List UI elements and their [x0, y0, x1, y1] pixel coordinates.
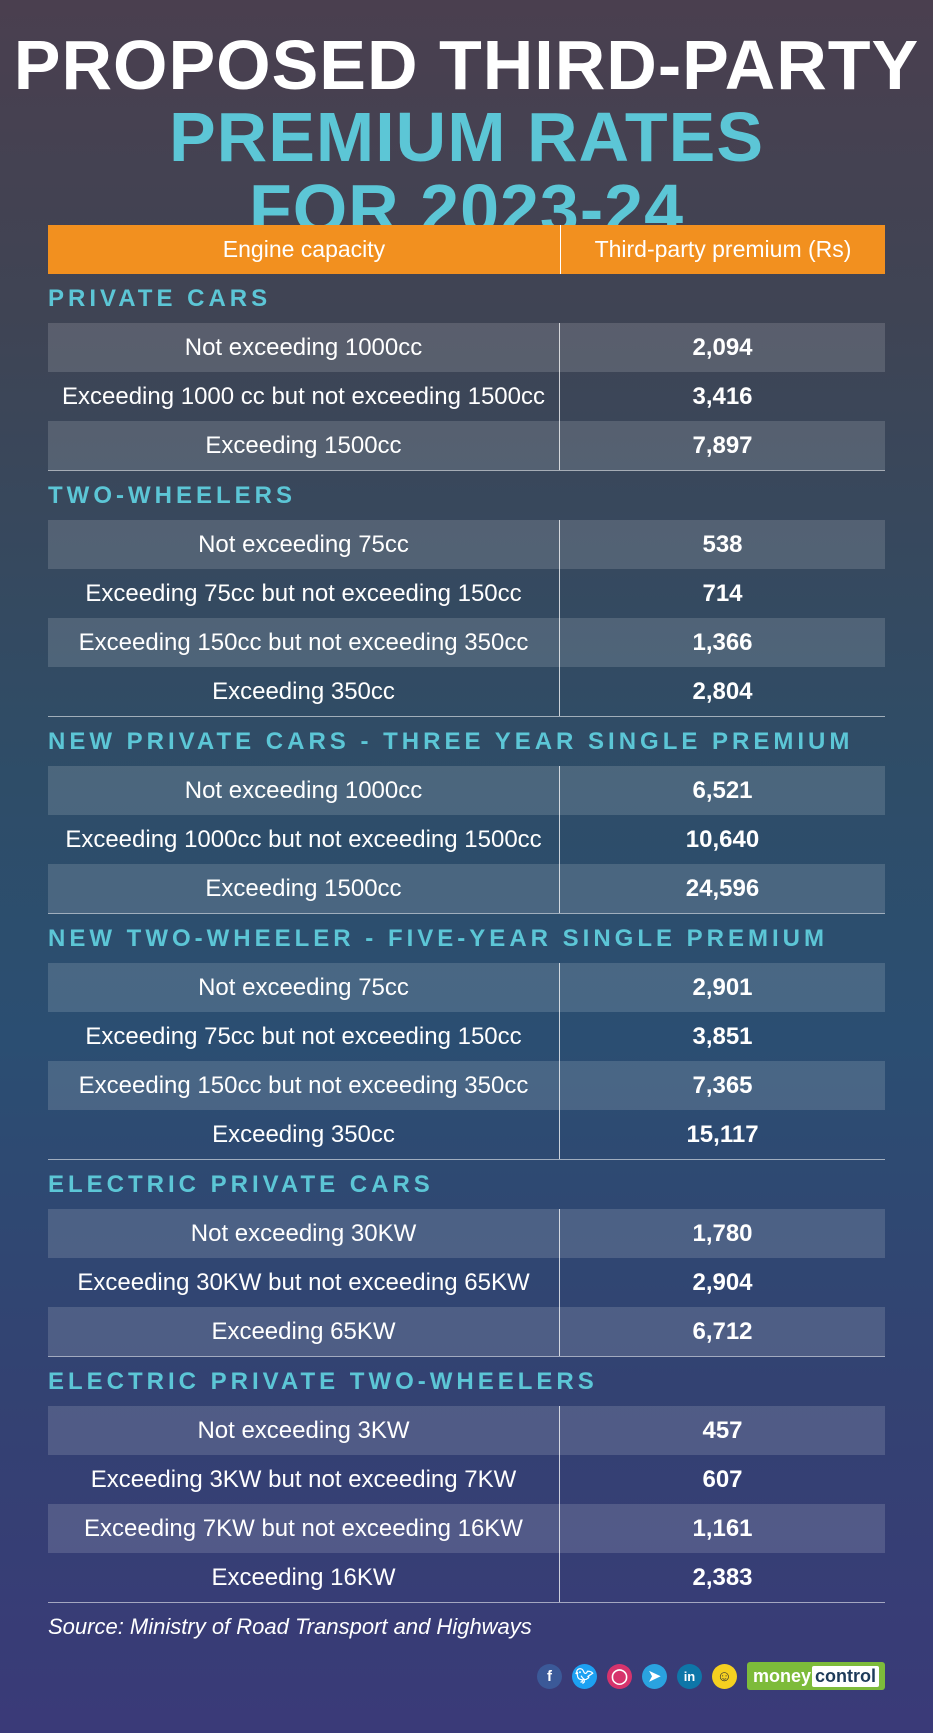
section-title: ELECTRIC PRIVATE TWO-WHEELERS [48, 1368, 598, 1395]
table-row: Exceeding 30KW but not exceeding 65KW 2,9… [48, 1258, 885, 1307]
engine-capacity-cell: Exceeding 65KW [48, 1307, 560, 1356]
table-row: Exceeding 1500cc 24,596 [48, 864, 885, 913]
premium-cell: 714 [702, 580, 743, 607]
section-rows: Not exceeding 1000cc 2,094 Exceeding 1000 … [48, 323, 885, 471]
engine-capacity-cell: Exceeding 75cc but not exceeding 150cc [48, 569, 560, 618]
engine-capacity-cell: Not exceeding 75cc [48, 963, 560, 1012]
engine-capacity-cell: Not exceeding 75cc [48, 520, 560, 569]
premium-cell: 2,804 [692, 678, 753, 705]
table-header: Engine capacity Third-party premium (Rs) [48, 225, 885, 274]
engine-capacity-cell: Exceeding 350cc [48, 1110, 560, 1159]
premium-cell: 3,851 [692, 1023, 753, 1050]
section-title: NEW PRIVATE CARS - THREE YEAR SINGLE PRE… [48, 728, 854, 755]
table-row: Exceeding 75cc but not exceeding 150cc 3,… [48, 1012, 885, 1061]
table-row: Exceeding 65KW 6,712 [48, 1307, 885, 1356]
premium-cell: 2,904 [692, 1269, 753, 1296]
engine-capacity-cell: Exceeding 75cc but not exceeding 150cc [48, 1012, 560, 1061]
table-row: Exceeding 16KW 2,383 [48, 1553, 885, 1602]
linkedin-icon[interactable]: in [676, 1663, 702, 1689]
section-rows: Not exceeding 3KW 457 Exceeding 3KW but no… [48, 1406, 885, 1603]
section-title: NEW TWO-WHEELER - FIVE-YEAR SINGLE PREMI… [48, 925, 828, 952]
engine-capacity-cell: Exceeding 150cc but not exceeding 350cc [48, 1061, 560, 1110]
premium-cell: 15,117 [686, 1121, 759, 1148]
engine-capacity-cell: Exceeding 350cc [48, 667, 560, 716]
engine-capacity-cell: Exceeding 16KW [48, 1553, 560, 1602]
logo-text-money: money [752, 1665, 811, 1686]
table-row: Not exceeding 3KW 457 [48, 1406, 885, 1455]
premium-cell: 3,416 [692, 383, 753, 410]
header-engine-capacity: Engine capacity [48, 225, 561, 274]
premium-cell: 2,094 [692, 334, 753, 361]
footer-bar: f 🐦︎ ◯ ➤ in ☺ money control [536, 1662, 885, 1690]
table-body: PRIVATE CARS Not exceeding 1000cc 2,094 Exc… [48, 274, 885, 1603]
title-line-2: PREMIUM RATES [168, 98, 765, 176]
section-title: PRIVATE CARS [48, 285, 272, 312]
premium-cell: 2,901 [692, 974, 753, 1001]
logo-text-control: control [812, 1665, 879, 1687]
table-row: Exceeding 1500cc 7,897 [48, 421, 885, 470]
engine-capacity-cell: Exceeding 7KW but not exceeding 16KW [48, 1504, 560, 1553]
snapchat-icon[interactable]: ☺ [711, 1663, 737, 1689]
table-row: Not exceeding 75cc 538 [48, 520, 885, 569]
table-row: Not exceeding 30KW 1,780 [48, 1209, 885, 1258]
premium-table: Engine capacity Third-party premium (Rs)… [48, 225, 885, 1603]
section-rows: Not exceeding 30KW 1,780 Exceeding 30KW bu… [48, 1209, 885, 1357]
premium-cell: 6,521 [692, 777, 753, 804]
engine-capacity-cell: Exceeding 1500cc [48, 421, 560, 470]
title-line-1: PROPOSED THIRD-PARTY [13, 26, 920, 104]
facebook-icon[interactable]: f [536, 1663, 562, 1689]
premium-cell: 457 [702, 1417, 743, 1444]
premium-cell: 2,383 [692, 1564, 753, 1591]
header-premium: Third-party premium (Rs) [594, 236, 852, 262]
engine-capacity-cell: Not exceeding 1000cc [48, 323, 560, 372]
table-row: Not exceeding 75cc 2,901 [48, 963, 885, 1012]
engine-capacity-cell: Not exceeding 30KW [48, 1209, 560, 1258]
table-row: Exceeding 350cc 15,117 [48, 1110, 885, 1159]
engine-capacity-cell: Not exceeding 1000cc [48, 766, 560, 815]
engine-capacity-cell: Exceeding 1000 cc but not exceeding 1500… [48, 372, 560, 421]
table-row: Exceeding 7KW but not exceeding 16KW 1,16… [48, 1504, 885, 1553]
premium-cell: 7,897 [692, 432, 753, 459]
table-row: Exceeding 350cc 2,804 [48, 667, 885, 716]
premium-cell: 24,596 [685, 875, 760, 902]
moneycontrol-logo[interactable]: money control [746, 1662, 885, 1690]
table-row: Exceeding 150cc but not exceeding 350cc 1… [48, 618, 885, 667]
section-title: TWO-WHEELERS [48, 482, 296, 509]
section-rows: Not exceeding 75cc 538 Exceeding 75cc but … [48, 520, 885, 717]
engine-capacity-cell: Exceeding 150cc but not exceeding 350cc [48, 618, 560, 667]
premium-cell: 1,780 [692, 1220, 753, 1247]
engine-capacity-cell: Exceeding 1500cc [48, 864, 560, 913]
engine-capacity-cell: Exceeding 3KW but not exceeding 7KW [48, 1455, 560, 1504]
telegram-icon[interactable]: ➤ [641, 1663, 667, 1689]
premium-cell: 1,161 [692, 1515, 753, 1542]
page-title: PROPOSED THIRD-PARTY PREMIUM RATES FOR 2… [0, 0, 933, 244]
table-row: Not exceeding 1000cc 6,521 [48, 766, 885, 815]
source-note: Source: Ministry of Road Transport and H… [48, 1614, 532, 1639]
engine-capacity-cell: Exceeding 1000cc but not exceeding 1500c… [48, 815, 560, 864]
section-rows: Not exceeding 75cc 2,901 Exceeding 75cc bu… [48, 963, 885, 1160]
premium-cell: 6,712 [692, 1318, 753, 1345]
premium-cell: 538 [702, 531, 743, 558]
premium-cell: 607 [702, 1466, 743, 1493]
table-row: Exceeding 1000cc but not exceeding 1500c… [48, 815, 885, 864]
engine-capacity-cell: Exceeding 30KW but not exceeding 65KW [48, 1258, 560, 1307]
premium-cell: 1,366 [692, 629, 753, 656]
table-row: Exceeding 3KW but not exceeding 7KW 607 [48, 1455, 885, 1504]
premium-cell: 7,365 [692, 1072, 753, 1099]
engine-capacity-cell: Not exceeding 3KW [48, 1406, 560, 1455]
premium-cell: 10,640 [685, 826, 760, 853]
instagram-icon[interactable]: ◯ [606, 1663, 632, 1689]
section-rows: Not exceeding 1000cc 6,521 Exceeding 1000c… [48, 766, 885, 914]
section-title: ELECTRIC PRIVATE CARS [48, 1171, 434, 1198]
table-row: Not exceeding 1000cc 2,094 [48, 323, 885, 372]
table-row: Exceeding 1000 cc but not exceeding 1500… [48, 372, 885, 421]
table-row: Exceeding 75cc but not exceeding 150cc 71… [48, 569, 885, 618]
table-row: Exceeding 150cc but not exceeding 350cc 7… [48, 1061, 885, 1110]
twitter-icon[interactable]: 🐦︎ [571, 1663, 597, 1689]
